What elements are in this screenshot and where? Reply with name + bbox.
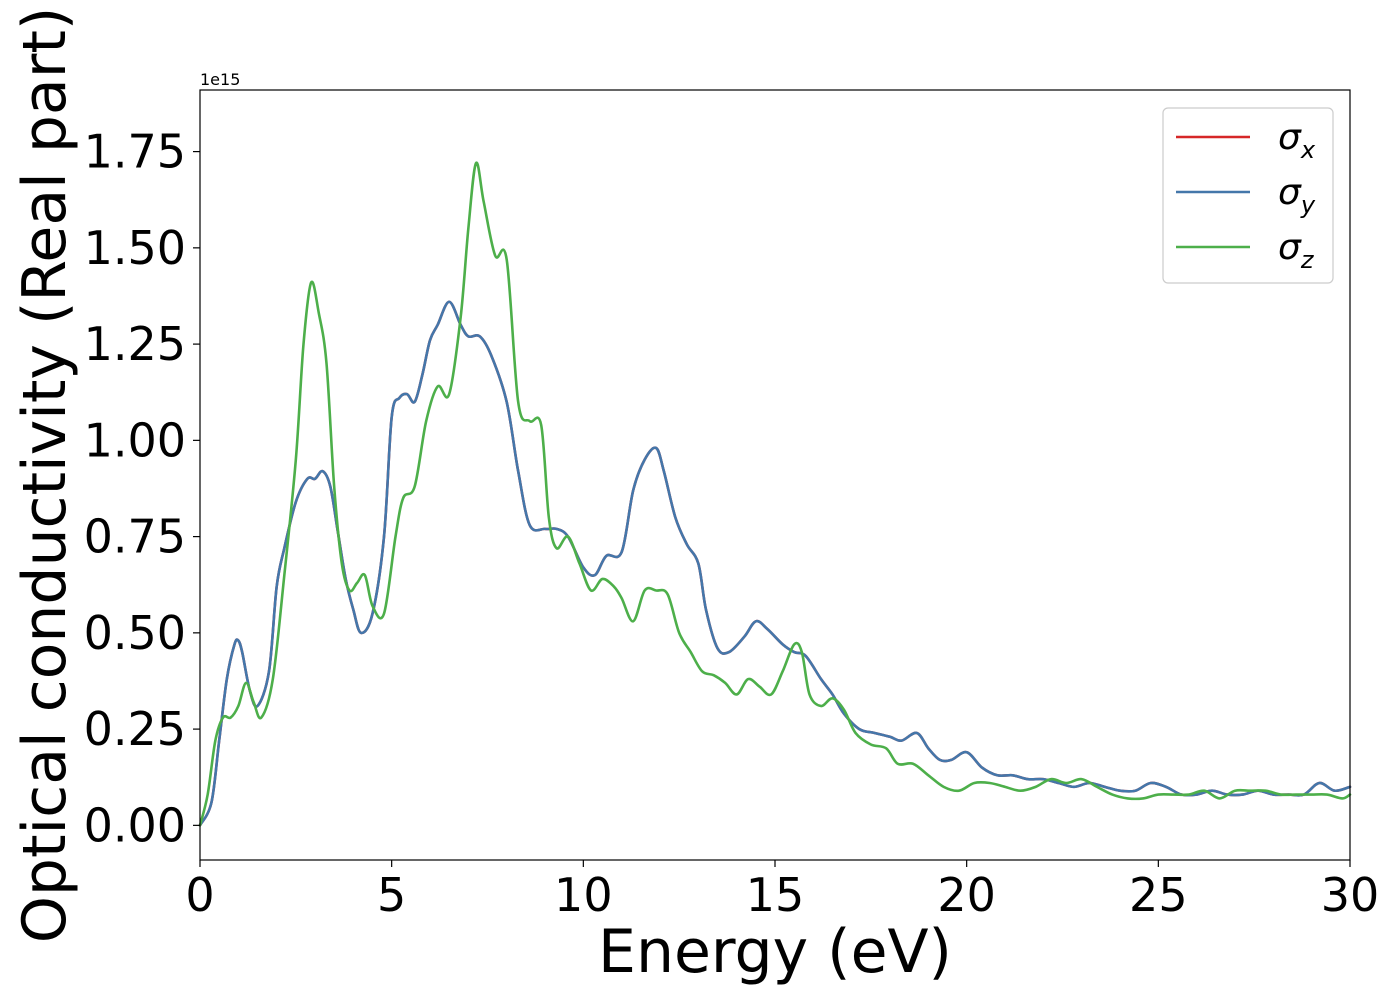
series-line-sigma-x: [198, 300, 1352, 827]
x-tick-label: 5: [377, 868, 406, 922]
y-tick-label: 1.25: [84, 317, 186, 371]
y-axis: 0.00 0.25 0.50 0.75 1.00 1.25 1.50 1.75: [84, 125, 200, 852]
x-tick-label: 0: [185, 868, 214, 922]
series-line-sigma-y: [198, 300, 1352, 827]
y-tick-label: 0.00: [84, 798, 186, 852]
y-tick-label: 0.25: [84, 702, 186, 756]
y-tick-label: 1.00: [84, 413, 186, 467]
x-tick-label: 15: [746, 868, 805, 922]
x-tick-label: 10: [554, 868, 613, 922]
y-axis-title: Optical conductivity (Real part): [10, 7, 80, 944]
series-layer: [198, 161, 1352, 827]
legend-box: [1162, 107, 1334, 284]
y-tick-label: 0.50: [84, 606, 186, 660]
x-tick-label: 25: [1129, 868, 1188, 922]
x-axis: 0 5 10 15 20 25 30: [185, 860, 1379, 922]
x-axis-title: Energy (eV): [598, 917, 952, 987]
y-tick-label: 1.50: [84, 221, 186, 275]
series-line-sigma-z: [198, 161, 1352, 827]
x-tick-label: 30: [1321, 868, 1380, 922]
y-axis-offset-label: 1e15: [200, 70, 240, 89]
x-tick-label: 20: [937, 868, 996, 922]
y-tick-label: 1.75: [84, 125, 186, 179]
y-tick-label: 0.75: [84, 510, 186, 564]
